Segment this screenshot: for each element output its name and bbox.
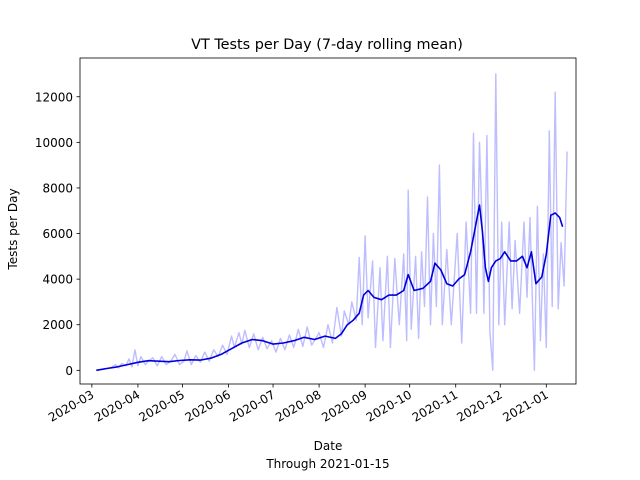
- x-tick-label: 2021-01: [500, 387, 550, 424]
- x-tick-label: 2020-07: [227, 387, 277, 424]
- daily-tests-line: [96, 73, 568, 371]
- x-tick-label: 2020-05: [137, 387, 187, 424]
- x-axis-sublabel: Through 2021-01-15: [265, 457, 389, 471]
- x-tick-label: 2020-06: [183, 387, 233, 424]
- y-axis-label: Tests per Day: [6, 188, 20, 270]
- x-tick-label: 2020-04: [92, 387, 142, 424]
- x-axis-label: Date: [314, 439, 343, 453]
- x-tick-label: 2020-10: [364, 387, 414, 424]
- y-tick-label: 8000: [42, 181, 73, 195]
- y-tick-label: 6000: [42, 227, 73, 241]
- chart-title: VT Tests per Day (7-day rolling mean): [191, 37, 463, 53]
- y-tick-label: 12000: [35, 90, 73, 104]
- x-tick-label: 2020-11: [410, 387, 460, 424]
- y-tick-label: 0: [65, 364, 73, 378]
- y-tick-label: 2000: [42, 318, 73, 332]
- x-tick-label: 2020-03: [46, 387, 96, 424]
- x-axis: 2020-032020-042020-052020-062020-072020-…: [46, 384, 551, 425]
- x-tick-label: 2020-12: [454, 387, 504, 424]
- axes-frame: [79, 57, 577, 385]
- y-axis: 0 2000 4000 6000 8000 10000 12000: [35, 90, 80, 378]
- y-tick-label: 4000: [42, 273, 73, 287]
- rolling-mean-line: [96, 204, 564, 372]
- x-tick-label: 2020-09: [319, 387, 369, 424]
- plot-area: [96, 73, 568, 372]
- x-tick-label: 2020-08: [273, 387, 323, 424]
- y-tick-label: 10000: [35, 136, 73, 150]
